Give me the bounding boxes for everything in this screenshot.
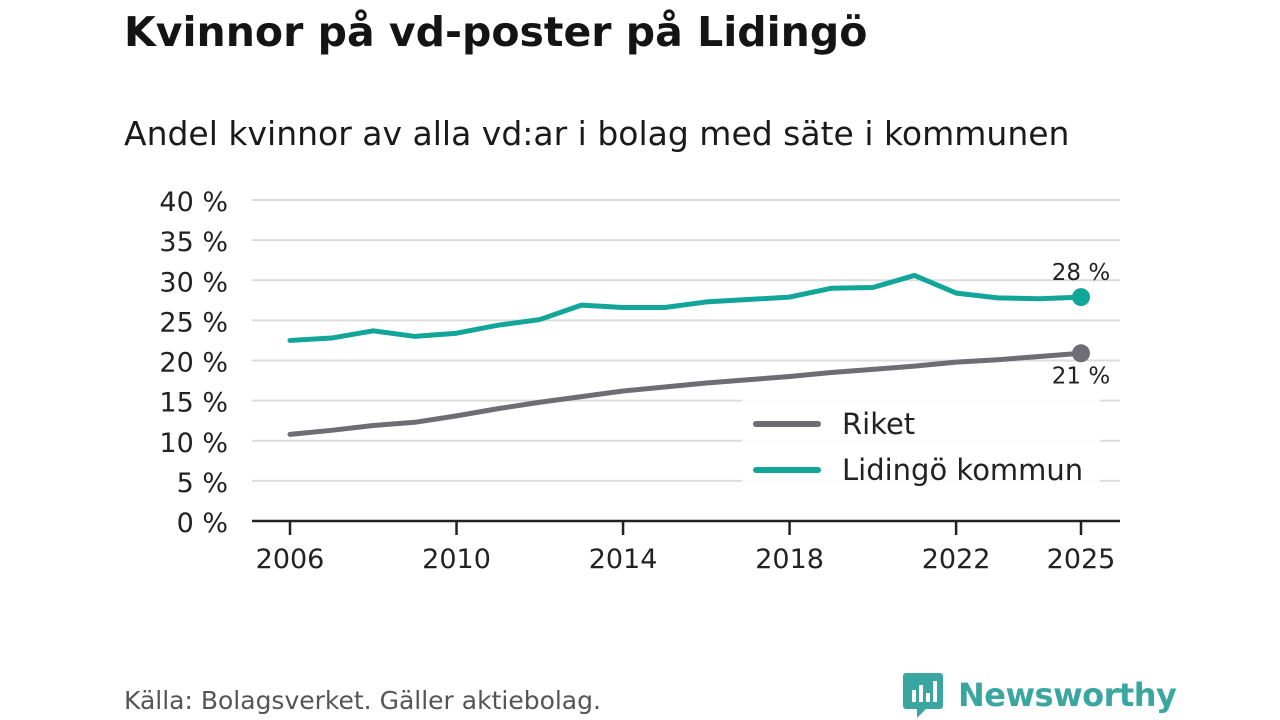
series-lines — [287, 272, 1090, 437]
end-point-marker — [1072, 288, 1090, 307]
x-tick-label: 2022 — [922, 544, 991, 575]
brand-logo: Newsworthy — [902, 671, 1177, 719]
end-value-label: 28 % — [1052, 260, 1110, 286]
brand-name: Newsworthy — [958, 676, 1177, 714]
y-tick-label: 40 % — [159, 187, 228, 218]
end-point-marker — [1072, 344, 1090, 363]
x-tick-label: 2014 — [589, 544, 658, 575]
series-line-lidingo — [287, 272, 1084, 343]
legend-label: Lidingö kommun — [842, 453, 1083, 487]
y-axis-ticks: 0 % 5 % 10 % 15 % 20 % 25 % 30 % 35 % 40 % — [159, 187, 228, 539]
x-tick-label: 2006 — [256, 544, 325, 575]
legend-box — [742, 398, 1100, 494]
y-tick-label: 20 % — [159, 348, 228, 379]
y-tick-label: 15 % — [159, 388, 228, 419]
x-tick-label: 2018 — [755, 544, 824, 575]
y-tick-label: 10 % — [159, 428, 228, 459]
end-labels: 21 % 28 % — [1052, 260, 1110, 389]
x-tick-label: 2025 — [1047, 544, 1116, 575]
series-line-riket — [287, 350, 1084, 437]
chart-title: Kvinnor på vd-poster på Lidingö — [124, 8, 868, 56]
y-tick-label: 0 % — [177, 508, 228, 539]
y-tick-label: 35 % — [159, 227, 228, 258]
legend: Riket Lidingö kommun — [742, 398, 1100, 494]
end-value-label: 21 % — [1052, 363, 1110, 389]
source-note: Källa: Bolagsverket. Gäller aktiebolag. — [124, 686, 601, 715]
y-tick-label: 5 % — [177, 468, 228, 499]
newsworthy-logo-icon — [903, 673, 943, 718]
chart-subtitle: Andel kvinnor av alla vd:ar i bolag med … — [124, 114, 1070, 153]
legend-label: Riket — [842, 407, 915, 441]
y-tick-label: 30 % — [159, 267, 228, 298]
x-tick-label: 2010 — [422, 544, 491, 575]
x-axis-ticks: 2006 2010 2014 2018 2022 2025 — [252, 519, 1120, 575]
y-tick-label: 25 % — [159, 307, 228, 338]
